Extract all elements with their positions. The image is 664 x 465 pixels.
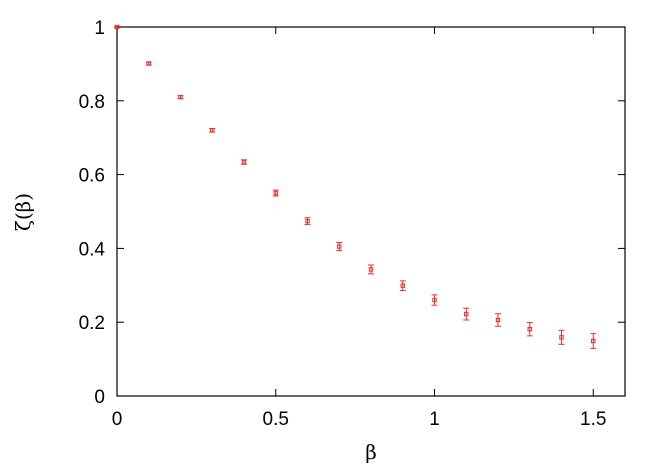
data-point (336, 241, 343, 252)
y-tick-label: 0.8 (79, 92, 105, 113)
data-point (272, 189, 279, 197)
point-marker (368, 267, 374, 272)
point-marker (146, 61, 151, 66)
y-tick-label: 0.2 (79, 313, 105, 334)
y-tick-label: 0.6 (79, 166, 105, 187)
data-point (145, 61, 152, 66)
y-tick-label: 0.4 (79, 239, 106, 260)
point-marker (337, 244, 342, 249)
data-point (177, 94, 184, 100)
point-marker (591, 338, 596, 344)
point-marker (210, 128, 215, 133)
x-tick-label: 1 (429, 409, 440, 430)
data-point (209, 127, 216, 133)
data-point (526, 322, 533, 337)
x-tick-label: 0 (112, 409, 123, 430)
point-marker (464, 311, 469, 317)
point-marker (495, 317, 501, 323)
point-marker (114, 24, 120, 30)
data-point (590, 333, 597, 349)
data-point (304, 217, 311, 225)
data-point (431, 294, 438, 306)
point-marker (241, 159, 247, 165)
point-marker (178, 94, 183, 100)
ticks: 0 0.5 1 1.5 0 0.2 0.4 0.6 0.8 1 (79, 18, 625, 430)
x-tick-label: 1.5 (580, 409, 606, 430)
data-point (114, 24, 120, 30)
x-axis-label: β (365, 440, 377, 464)
data-points (114, 24, 597, 349)
point-marker (273, 190, 278, 196)
data-point (463, 307, 470, 321)
point-marker (305, 218, 310, 224)
y-tick-label: 1 (94, 18, 105, 39)
x-tick-label: 0.5 (263, 409, 289, 430)
point-marker (432, 297, 437, 303)
point-marker (559, 335, 564, 340)
point-marker (527, 327, 532, 332)
data-point (241, 159, 247, 165)
data-point (558, 329, 565, 345)
point-marker (400, 283, 405, 288)
plot-frame (116, 26, 626, 397)
y-axis-label: ζ(β) (11, 193, 35, 231)
data-point (399, 280, 406, 291)
data-point (368, 264, 374, 275)
y-tick-label: 0 (94, 387, 105, 408)
data-point (495, 313, 501, 327)
